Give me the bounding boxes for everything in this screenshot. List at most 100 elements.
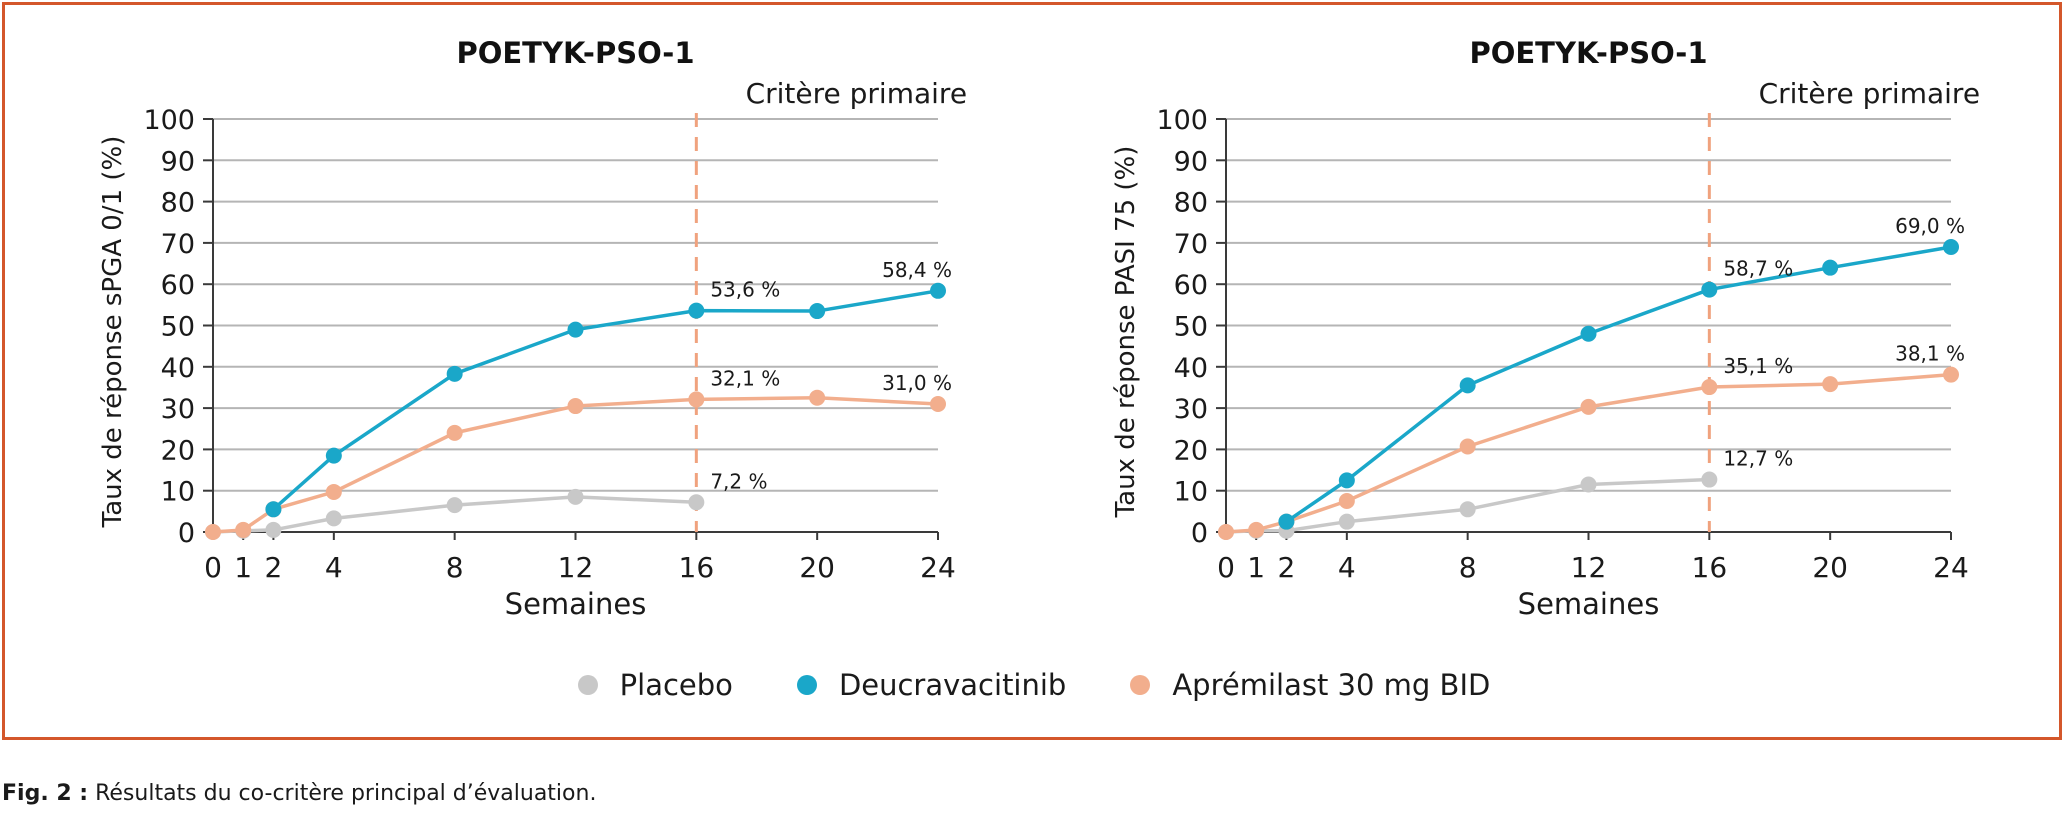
chart1-point-deucravacitinib-w4 (325, 447, 342, 464)
chart1-y-tick-label-40: 40 (161, 353, 195, 384)
chart2-x-tick-label-8: 8 (1459, 551, 1477, 584)
chart1-y-tick-label-70: 70 (161, 229, 195, 260)
chart1-point-placebo-w2 (265, 521, 282, 538)
chart1-y-tick-label-90: 90 (161, 146, 195, 177)
chart1-point-placebo-w12 (567, 488, 584, 505)
chart2-y-tick-label-60: 60 (1174, 270, 1208, 301)
chart1-y-tick-label-20: 20 (161, 435, 195, 466)
chart1-y-tick-label-0: 0 (178, 518, 195, 549)
chart1-x-tick-label-1: 1 (234, 551, 252, 584)
legend-label-placebo: Placebo (619, 668, 733, 702)
legend-marker-placebo (577, 675, 598, 695)
chart2-series-line-deucravacitinib (1285, 245, 1952, 524)
chart2-point-placebo-w8 (1459, 501, 1476, 518)
chart2-data-label-apr-milast-30-mg-bid-w24: 38,1 % (1895, 342, 1965, 366)
chart2-y-tick-label-0: 0 (1191, 518, 1208, 549)
chart1-x-tick-label-8: 8 (446, 551, 464, 584)
chart1-x-tick-label-0: 0 (204, 551, 222, 584)
legend-marker-apremilast (1130, 675, 1151, 695)
chart1-data-label-apr-milast-30-mg-bid-w24: 31,0 % (882, 371, 952, 395)
chart1-point-deucravacitinib-w20 (809, 303, 826, 320)
chart1-data-label-placebo-w16: 7,2 % (710, 469, 767, 493)
chart2-x-tick-label-0: 0 (1217, 551, 1235, 584)
chart2-x-tick-label-20: 20 (1812, 551, 1848, 584)
chart2-y-tick-label-20: 20 (1174, 435, 1208, 466)
chart2-y-tick-label-70: 70 (1174, 229, 1208, 260)
chart1-data-label-deucravacitinib-w24: 58,4 % (882, 258, 952, 282)
chart2-y-tick-label-100: 100 (1156, 105, 1208, 136)
legend: Placebo Deucravacitinib Aprémilast 30 mg… (0, 668, 2068, 702)
chart1-point-deucravacitinib-w12 (567, 321, 584, 338)
chart2-point-apr-milast-30-mg-bid-w24 (1943, 366, 1959, 383)
chart2-point-apr-milast-30-mg-bid-w1 (1248, 521, 1265, 538)
chart2-point-apr-milast-30-mg-bid-w12 (1580, 398, 1597, 415)
chart1-point-placebo-w16 (688, 494, 705, 511)
chart1-point-apr-milast-30-mg-bid-w8 (446, 424, 463, 441)
chart2-point-apr-milast-30-mg-bid-w16 (1701, 379, 1718, 396)
chart1-point-deucravacitinib-w16 (688, 302, 705, 319)
chart2-point-placebo-w4 (1338, 513, 1355, 530)
chart1-y-tick-label-60: 60 (161, 270, 195, 301)
chart2-primary-endpoint-label: Critère primaire (1759, 77, 1980, 110)
figure-caption: Fig. 2 : Résultats du co-critère princip… (2, 781, 596, 806)
chart1-point-deucravacitinib-w2 (265, 501, 282, 518)
chart1-x-tick-label-12: 12 (558, 551, 594, 584)
chart1-point-placebo-w4 (325, 510, 342, 527)
chart2-x-tick-label-2: 2 (1278, 551, 1296, 584)
chart2-x-axis-label: Semaines (1518, 587, 1660, 621)
chart1-title: POETYK-PSO-1 (456, 36, 694, 70)
chart1-x-tick-label-24: 24 (920, 551, 956, 584)
chart2-point-deucravacitinib-w8 (1459, 377, 1476, 394)
chart2-point-apr-milast-30-mg-bid-w20 (1822, 376, 1839, 393)
chart2-point-apr-milast-30-mg-bid-w8 (1459, 438, 1476, 455)
chart2-point-apr-milast-30-mg-bid-w4 (1338, 493, 1355, 510)
chart2-point-deucravacitinib-w2 (1278, 513, 1295, 530)
legend-label-apremilast: Aprémilast 30 mg BID (1172, 668, 1491, 702)
chart1-point-apr-milast-30-mg-bid-w1 (235, 521, 252, 538)
chart2-point-deucravacitinib-w24 (1943, 239, 1959, 256)
chart1-x-axis-label: Semaines (505, 587, 647, 621)
figure-frame (2, 2, 2062, 740)
chart2-point-apr-milast-30-mg-bid-w0 (1218, 524, 1234, 540)
legend-item-deucravacitinib: Deucravacitinib (796, 668, 1066, 702)
legend-marker-deucravacitinib (796, 675, 817, 695)
chart1-point-apr-milast-30-mg-bid-w4 (325, 483, 342, 500)
chart2-x-tick-label-24: 24 (1933, 551, 1969, 584)
chart2-x-tick-label-16: 16 (1692, 551, 1728, 584)
chart2-x-tick-label-1: 1 (1247, 551, 1265, 584)
chart2-data-label-deucravacitinib-w16: 58,7 % (1723, 257, 1793, 281)
legend-item-apremilast: Aprémilast 30 mg BID (1130, 668, 1490, 702)
chart2-data-label-deucravacitinib-w24: 69,0 % (1895, 214, 1965, 238)
chart2-x-tick-label-12: 12 (1571, 551, 1607, 584)
chart1-point-apr-milast-30-mg-bid-w16 (688, 391, 705, 408)
legend-item-placebo: Placebo (577, 668, 733, 702)
chart1-data-label-apr-milast-30-mg-bid-w16: 32,1 % (710, 366, 780, 390)
chart2-y-tick-label-30: 30 (1174, 394, 1208, 425)
chart1-x-tick-label-2: 2 (265, 551, 283, 584)
chart1-primary-endpoint-label: Critère primaire (746, 77, 967, 110)
chart1-x-tick-label-20: 20 (799, 551, 835, 584)
chart1-point-deucravacitinib-w24 (930, 282, 946, 299)
caption-prefix: Fig. 2 : (2, 781, 89, 806)
chart2-point-placebo-w12 (1580, 476, 1597, 493)
chart1-point-placebo-w8 (446, 497, 463, 514)
chart1-x-tick-label-16: 16 (679, 551, 715, 584)
caption-text: Résultats du co-critère principal d’éval… (88, 781, 597, 806)
chart2-series-line-apr-milast-30-mg-bid (1225, 372, 1952, 534)
chart2-point-placebo-w16 (1701, 471, 1718, 488)
chart1-point-deucravacitinib-w8 (446, 365, 463, 382)
chart1-y-axis-label: Taux de réponse sPGA 0/1 (%) (98, 136, 128, 529)
chart1-point-apr-milast-30-mg-bid-w0 (205, 524, 221, 540)
chart1-y-tick-label-10: 10 (161, 477, 195, 508)
chart1-y-tick-label-100: 100 (143, 105, 195, 136)
chart2-y-tick-label-40: 40 (1174, 353, 1208, 384)
chart2-data-label-apr-milast-30-mg-bid-w16: 35,1 % (1723, 354, 1793, 378)
chart2-point-deucravacitinib-w20 (1822, 259, 1839, 276)
chart1-data-label-deucravacitinib-w16: 53,6 % (710, 278, 780, 302)
chart2-y-axis-label: Taux de réponse PASI 75 (%) (1111, 146, 1141, 519)
chart2-y-tick-label-80: 80 (1174, 188, 1208, 219)
chart1-point-apr-milast-30-mg-bid-w24 (930, 395, 946, 412)
chart2-point-deucravacitinib-w4 (1338, 472, 1355, 489)
chart1-point-apr-milast-30-mg-bid-w20 (809, 389, 826, 406)
